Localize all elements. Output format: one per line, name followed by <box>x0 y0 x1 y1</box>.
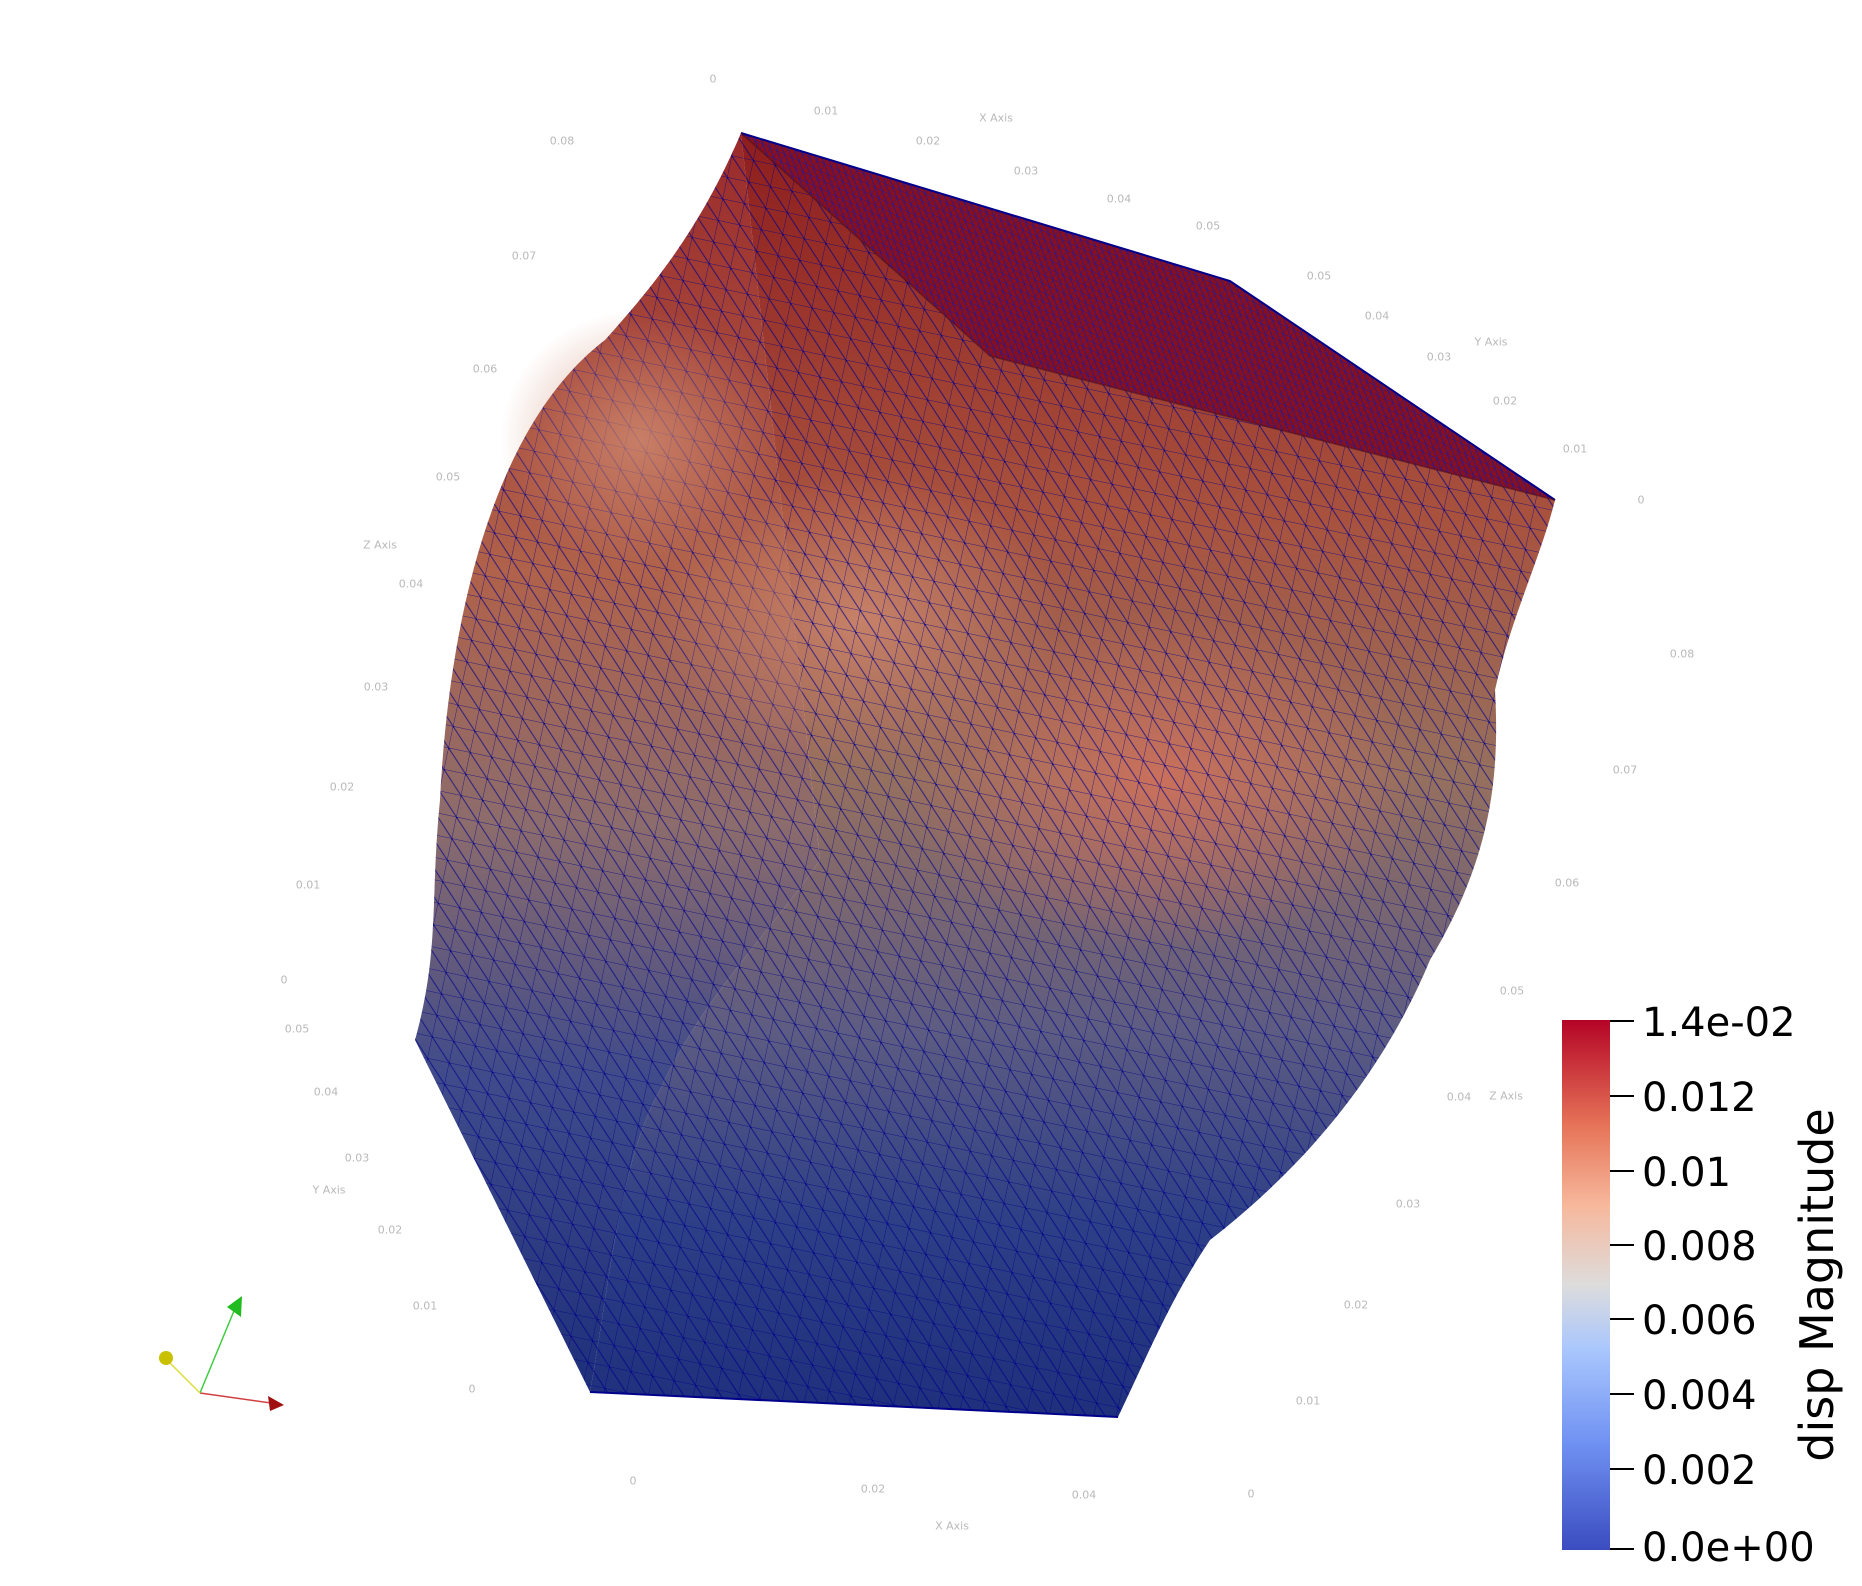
axis-tick-label: 0.03 <box>1013 164 1039 178</box>
axis-tick-label: 0.05 <box>1195 219 1221 233</box>
z-axis-line <box>166 1359 201 1394</box>
axis-tick-label: 0.02 <box>1343 1298 1369 1312</box>
scalar-bar-legend: 1.4e-02 0.012 0.01 0.008 0.006 0.004 0.0… <box>1562 1000 1862 1580</box>
axis-tick-label: 0.02 <box>377 1223 403 1237</box>
axis-tick-label: 0 <box>280 973 288 987</box>
axis-tick-label: 0.07 <box>1612 763 1638 777</box>
mesh-wire-top <box>741 133 1555 500</box>
axis-title-x-top: X Axis <box>979 111 1013 125</box>
colorbar-label-max: 1.4e-02 <box>1642 1000 1796 1046</box>
axis-tick-label: 0 <box>1637 493 1645 507</box>
axis-tick-label: 0.02 <box>860 1482 886 1496</box>
axis-tick-label: 0.04 <box>1446 1090 1472 1104</box>
orientation-axes-widget[interactable] <box>150 1280 300 1430</box>
axis-tick-label: 0 <box>1247 1487 1255 1501</box>
colorbar-label-min: 0.0e+00 <box>1642 1525 1815 1571</box>
axis-tick-label: 0.03 <box>363 680 389 694</box>
z-arrow <box>159 1351 173 1365</box>
axis-title-z-right: Z Axis <box>1489 1089 1523 1103</box>
colorbar-label: 0.004 <box>1642 1373 1757 1419</box>
axis-tick-label: 0.04 <box>313 1085 339 1099</box>
colorbar-label: 0.002 <box>1642 1448 1757 1494</box>
axis-tick-label: 0.03 <box>1395 1197 1421 1211</box>
axis-title-x-bottom: X Axis <box>935 1519 969 1533</box>
axis-tick-label: 0.08 <box>1669 647 1695 661</box>
axis-tick-label: 0.01 <box>813 104 839 118</box>
axis-tick-label: 0 <box>468 1382 476 1396</box>
colorbar-label: 0.006 <box>1642 1298 1757 1344</box>
axis-tick-label: 0 <box>629 1474 637 1488</box>
colorbar-label: 0.012 <box>1642 1075 1757 1121</box>
mesh-wire-front <box>590 133 1555 1417</box>
axis-tick-label: 0.04 <box>1364 309 1390 323</box>
axis-tick-label: 0.05 <box>435 470 461 484</box>
axis-tick-label: 0.06 <box>472 362 498 376</box>
axis-tick-label: 0.01 <box>1562 442 1588 456</box>
axis-tick-label: 0.04 <box>398 577 424 591</box>
axis-title-y-right: Y Axis <box>1474 335 1508 349</box>
axis-tick-label: 0.01 <box>412 1299 438 1313</box>
axis-tick-label: 0.07 <box>511 249 537 263</box>
displacement-hotspot <box>500 310 780 570</box>
axis-tick-label: 0.03 <box>1426 350 1452 364</box>
x-axis-line <box>199 1392 279 1405</box>
axis-tick-label: 0.01 <box>295 878 321 892</box>
axis-tick-label: 0.06 <box>1554 876 1580 890</box>
axis-tick-label: 0.05 <box>1306 269 1332 283</box>
axis-tick-label: 0.02 <box>329 780 355 794</box>
axis-tick-label: 0.03 <box>344 1151 370 1165</box>
axis-tick-label: 0.05 <box>1499 984 1525 998</box>
axis-tick-label: 0.04 <box>1071 1488 1097 1502</box>
axis-tick-label: 0.05 <box>284 1022 310 1036</box>
axis-title-y-left: Y Axis <box>312 1183 346 1197</box>
y-axis-line <box>199 1305 237 1394</box>
axis-tick-label: 0 <box>709 72 717 86</box>
axis-title-z-left: Z Axis <box>363 538 397 552</box>
colorbar <box>1562 1020 1610 1550</box>
y-arrow <box>227 1296 242 1317</box>
colorbar-label: 0.01 <box>1642 1150 1732 1196</box>
axis-tick-label: 0.04 <box>1106 192 1132 206</box>
axis-tick-label: 0.02 <box>915 134 941 148</box>
colorbar-label: 0.008 <box>1642 1224 1757 1270</box>
x-arrow <box>268 1396 284 1411</box>
colorbar-title: disp Magnitude <box>1790 1108 1844 1462</box>
axis-tick-label: 0.02 <box>1492 394 1518 408</box>
axis-tick-label: 0.01 <box>1295 1394 1321 1408</box>
axis-tick-label: 0.08 <box>549 134 575 148</box>
